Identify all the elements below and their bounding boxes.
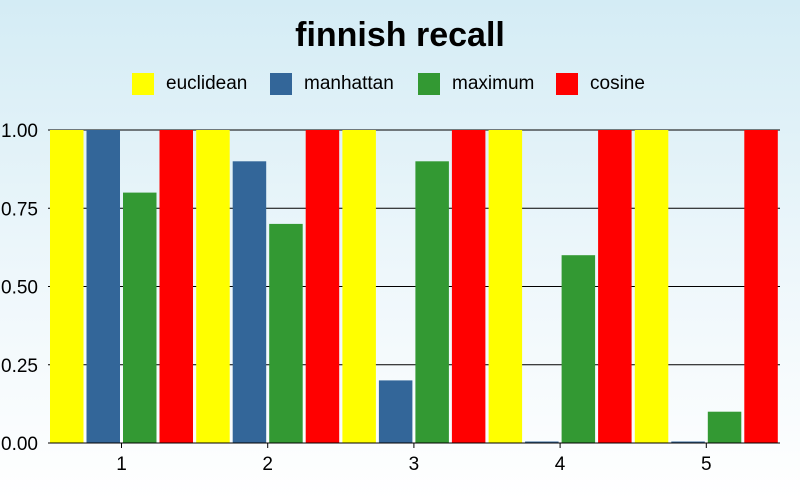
bar-manhattan-2: [232, 161, 267, 444]
y-tick-label: 0.00: [1, 434, 38, 455]
bar-euclidean-1: [50, 130, 84, 443]
legend-swatch-cosine: [556, 73, 578, 95]
bars: [50, 130, 778, 444]
bar-manhattan-5: [671, 441, 705, 443]
x-tick-label: 2: [262, 454, 273, 475]
bar-manhattan-3: [378, 380, 413, 443]
bar-maximum-5: [707, 411, 742, 443]
chart-title: finnish recall: [295, 16, 505, 54]
bar-maximum-3: [415, 161, 449, 444]
x-axis-ticks: 1 2 3 4 5: [116, 443, 712, 475]
bar-maximum-1: [123, 192, 157, 443]
legend-swatch-euclidean: [132, 73, 154, 95]
x-tick-label: 3: [409, 454, 420, 475]
bar-cosine-3: [451, 130, 486, 443]
bar-euclidean-4: [488, 130, 523, 443]
bar-maximum-2: [269, 223, 303, 443]
bar-cosine-5: [744, 130, 778, 443]
legend-label-maximum: maximum: [452, 73, 534, 94]
bar-maximum-4: [561, 255, 596, 443]
y-tick-label: 0.25: [1, 356, 38, 377]
bar-euclidean-2: [196, 130, 230, 443]
y-tick-label: 0.75: [1, 199, 38, 220]
legend-label-cosine: cosine: [590, 73, 645, 94]
grid-lines: [48, 129, 780, 444]
bar-euclidean-3: [342, 130, 376, 443]
legend: euclidean manhattan maximum cosine: [132, 73, 645, 95]
y-tick-label: 0.50: [1, 278, 38, 299]
legend-swatch-maximum: [418, 73, 440, 95]
bar-euclidean-5: [634, 130, 669, 443]
y-tick-label: 1.00: [1, 121, 38, 142]
bar-cosine-2: [305, 130, 340, 443]
bar-manhattan-1: [86, 130, 120, 443]
legend-label-euclidean: euclidean: [166, 73, 247, 94]
legend-swatch-manhattan: [270, 73, 292, 95]
bar-cosine-4: [598, 130, 632, 443]
bar-cosine-1: [159, 130, 193, 443]
x-tick-label: 5: [701, 454, 712, 475]
x-tick-label: 1: [116, 454, 127, 475]
x-tick-label: 4: [555, 454, 566, 475]
legend-label-manhattan: manhattan: [304, 73, 394, 94]
y-axis-ticks: 0.00 0.25 0.50 0.75 1.00: [1, 121, 38, 455]
bar-manhattan-4: [525, 441, 559, 443]
